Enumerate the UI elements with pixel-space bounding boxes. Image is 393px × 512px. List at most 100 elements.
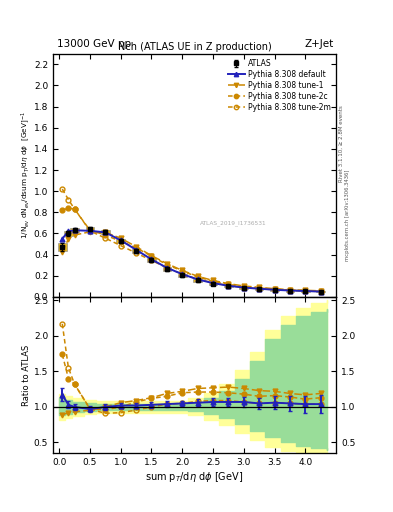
Bar [178, 274, 187, 276]
Line: Pythia 8.308 tune-1: Pythia 8.308 tune-1 [60, 229, 323, 293]
Pythia 8.308 tune-1 [195, 273, 200, 280]
Bar [270, 289, 279, 291]
X-axis label: sum p$_T$/d$\eta$ d$\phi$ [GeV]: sum p$_T$/d$\eta$ d$\phi$ [GeV] [145, 470, 244, 484]
Pythia 8.308 tune-2m [318, 288, 323, 294]
Pythia 8.308 tune-2c [180, 268, 185, 274]
Pythia 8.308 tune-2c [226, 281, 231, 287]
Bar [64, 231, 73, 236]
Pythia 8.308 default [149, 257, 154, 263]
Text: 13000 GeV pp: 13000 GeV pp [57, 39, 131, 49]
Bar [224, 286, 233, 287]
Pythia 8.308 tune-2m [165, 265, 169, 271]
Pythia 8.308 default [60, 236, 64, 242]
Y-axis label: Ratio to ATLAS: Ratio to ATLAS [22, 345, 31, 406]
Title: Nch (ATLAS UE in Z production): Nch (ATLAS UE in Z production) [118, 41, 272, 52]
Pythia 8.308 tune-2c [66, 205, 71, 211]
Pythia 8.308 tune-1 [288, 287, 292, 293]
Pythia 8.308 tune-2c [72, 206, 77, 212]
Pythia 8.308 default [66, 228, 71, 234]
Pythia 8.308 tune-2c [88, 227, 92, 233]
Pythia 8.308 default [88, 228, 92, 234]
Pythia 8.308 default [318, 288, 323, 294]
Pythia 8.308 tune-2c [103, 232, 108, 238]
Pythia 8.308 tune-2c [149, 253, 154, 259]
Pythia 8.308 tune-2c [195, 274, 200, 280]
Pythia 8.308 tune-2m [241, 285, 246, 291]
Pythia 8.308 tune-2c [303, 288, 308, 294]
Pythia 8.308 tune-1 [257, 284, 261, 290]
Pythia 8.308 tune-1 [88, 229, 92, 235]
Text: Z+Jet: Z+Jet [304, 39, 333, 49]
Bar [163, 267, 171, 270]
Line: Pythia 8.308 tune-2c: Pythia 8.308 tune-2c [60, 206, 323, 293]
Pythia 8.308 tune-2c [257, 285, 261, 291]
Pythia 8.308 default [165, 265, 169, 271]
Pythia 8.308 tune-1 [318, 288, 323, 294]
Bar [286, 290, 294, 291]
Pythia 8.308 tune-1 [134, 244, 138, 250]
Pythia 8.308 tune-1 [118, 235, 123, 241]
Pythia 8.308 tune-2m [257, 286, 261, 292]
Bar [116, 240, 125, 243]
Bar [255, 288, 263, 290]
Pythia 8.308 tune-2c [241, 284, 246, 290]
Pythia 8.308 tune-2c [165, 262, 169, 268]
Pythia 8.308 tune-2m [226, 283, 231, 289]
Pythia 8.308 tune-2m [88, 228, 92, 234]
Pythia 8.308 tune-1 [165, 261, 169, 267]
Pythia 8.308 tune-2m [195, 276, 200, 282]
Pythia 8.308 default [211, 280, 215, 286]
Pythia 8.308 tune-2m [134, 250, 138, 256]
Line: Pythia 8.308 default: Pythia 8.308 default [60, 228, 323, 294]
Bar [58, 243, 66, 251]
Pythia 8.308 tune-2m [288, 287, 292, 293]
Pythia 8.308 tune-2m [149, 258, 154, 264]
Pythia 8.308 tune-2m [180, 271, 185, 277]
Pythia 8.308 tune-2c [272, 286, 277, 292]
Bar [132, 249, 140, 253]
Pythia 8.308 default [288, 287, 292, 293]
Pythia 8.308 tune-2m [60, 186, 64, 192]
Pythia 8.308 default [72, 227, 77, 233]
Pythia 8.308 default [195, 276, 200, 283]
Pythia 8.308 tune-2m [303, 288, 308, 294]
Pythia 8.308 default [134, 247, 138, 253]
Pythia 8.308 tune-2m [72, 206, 77, 212]
Pythia 8.308 tune-2c [118, 238, 123, 244]
Pythia 8.308 tune-1 [303, 287, 308, 293]
Pythia 8.308 tune-1 [60, 249, 64, 255]
Pythia 8.308 default [103, 229, 108, 236]
Legend: ATLAS, Pythia 8.308 default, Pythia 8.308 tune-1, Pythia 8.308 tune-2c, Pythia 8: ATLAS, Pythia 8.308 default, Pythia 8.30… [226, 57, 332, 113]
Bar [209, 283, 217, 285]
Text: Rivet 3.1.10, ≥ 2.8M events: Rivet 3.1.10, ≥ 2.8M events [339, 105, 343, 182]
Text: ATLAS_2019_I1736531: ATLAS_2019_I1736531 [200, 220, 267, 226]
Bar [147, 259, 156, 262]
Pythia 8.308 tune-2c [134, 245, 138, 251]
Pythia 8.308 default [118, 237, 123, 243]
Line: Pythia 8.308 tune-2m: Pythia 8.308 tune-2m [60, 186, 323, 294]
Pythia 8.308 tune-1 [211, 278, 215, 284]
Pythia 8.308 default [303, 288, 308, 294]
Pythia 8.308 tune-2m [272, 287, 277, 293]
Pythia 8.308 tune-2c [288, 287, 292, 293]
Pythia 8.308 tune-1 [149, 252, 154, 259]
Pythia 8.308 tune-2c [60, 207, 64, 214]
Pythia 8.308 tune-1 [103, 229, 108, 236]
Pythia 8.308 default [241, 285, 246, 291]
Pythia 8.308 tune-2m [103, 235, 108, 241]
Bar [193, 279, 202, 282]
Pythia 8.308 tune-1 [180, 267, 185, 273]
Pythia 8.308 default [226, 283, 231, 289]
Pythia 8.308 tune-1 [226, 281, 231, 287]
Bar [316, 291, 325, 292]
Bar [70, 228, 79, 232]
Bar [86, 227, 94, 230]
Pythia 8.308 tune-2m [66, 197, 71, 203]
Pythia 8.308 tune-1 [66, 236, 71, 242]
Y-axis label: 1/N$_{ev}$ dN$_{ev}$/dsum p$_T$/d$\eta$ d$\phi$  [GeV]$^{-1}$: 1/N$_{ev}$ dN$_{ev}$/dsum p$_T$/d$\eta$ … [20, 111, 33, 239]
Bar [101, 230, 110, 234]
Pythia 8.308 default [257, 286, 261, 292]
Pythia 8.308 tune-2m [211, 280, 215, 286]
Pythia 8.308 tune-1 [241, 283, 246, 289]
Bar [239, 287, 248, 289]
